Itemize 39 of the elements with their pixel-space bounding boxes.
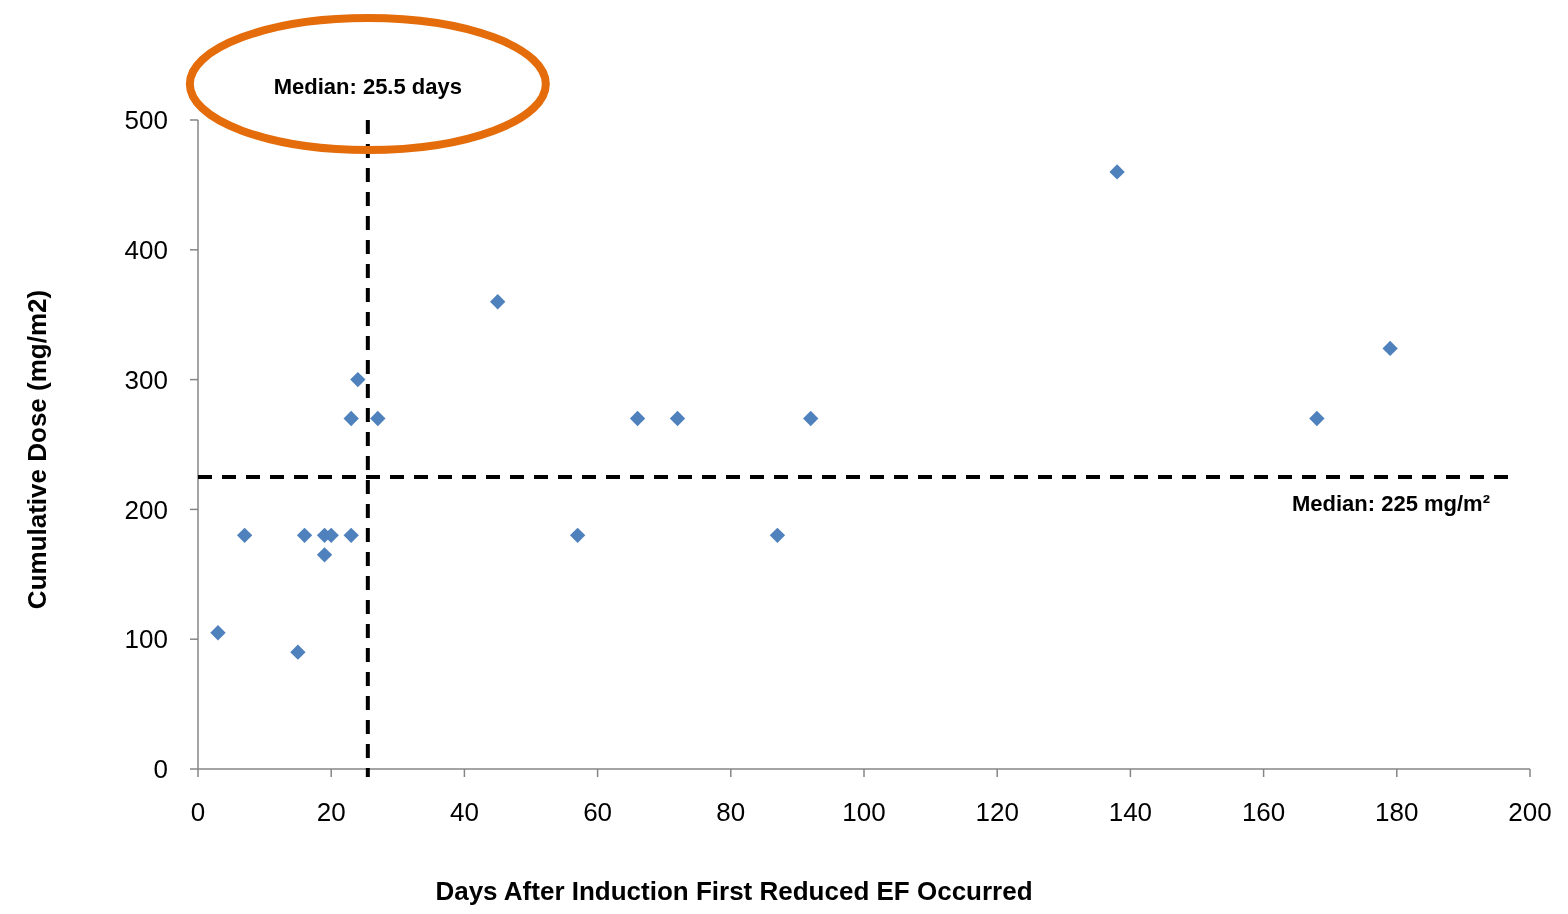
point: [1309, 410, 1325, 427]
y-tick-label: 300: [124, 364, 168, 395]
point: [1382, 340, 1398, 357]
point: [350, 371, 366, 388]
x-tick-label: 180: [1375, 797, 1419, 827]
y-axis-title: Cumulative Dose (mg/m2): [22, 289, 52, 610]
point: [210, 625, 226, 641]
x-tick-label: 40: [449, 797, 479, 827]
point: [569, 527, 586, 544]
point: [669, 410, 686, 427]
point: [343, 527, 359, 544]
point: [769, 527, 786, 544]
y-tick-label: 500: [124, 105, 168, 136]
x-tick-label: 160: [1241, 797, 1286, 827]
x-tick-label: 80: [716, 797, 746, 827]
x-tick-label: 0: [190, 797, 206, 827]
y-tick-label: 100: [124, 624, 168, 655]
point: [370, 410, 386, 427]
point: [236, 527, 253, 544]
x-tick-label: 60: [583, 797, 613, 827]
x-axis-title: Days After Induction First Reduced EF Occurred: [435, 876, 1033, 906]
y-tick-label: 0: [153, 754, 168, 785]
x-tick-label: 120: [975, 797, 1019, 827]
point: [490, 294, 506, 310]
x-tick-label: 100: [842, 797, 886, 827]
x-tick-label: 20: [316, 797, 346, 827]
y-tick-label: 400: [124, 234, 168, 265]
x-tick-label: 200: [1508, 797, 1552, 827]
point: [290, 644, 306, 660]
point: [343, 410, 359, 427]
point: [1109, 164, 1125, 180]
point: [803, 410, 819, 427]
ref-line-label: Median: 225 mg/m²: [1291, 490, 1490, 516]
x-tick-label: 140: [1108, 797, 1153, 827]
ref-line-label: Median: 25.5 days: [273, 74, 462, 99]
point: [296, 527, 313, 544]
y-tick-label: 200: [124, 494, 168, 525]
point: [629, 410, 646, 427]
point: [316, 547, 333, 563]
